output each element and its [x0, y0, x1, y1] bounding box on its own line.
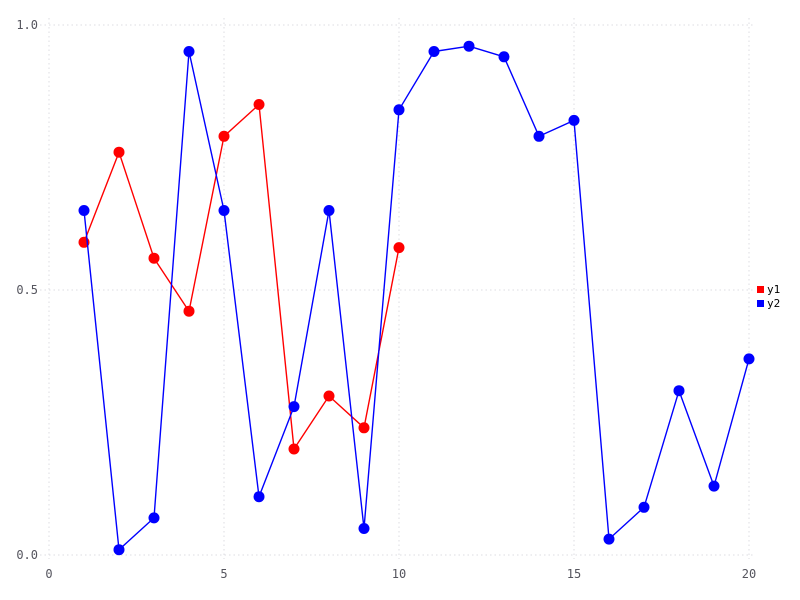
- legend: y1 y2: [757, 283, 780, 310]
- y-tick-label: 1.0: [16, 18, 38, 32]
- data-point-y2: [708, 480, 720, 492]
- data-point-y2: [638, 501, 650, 513]
- data-point-y2: [288, 401, 300, 413]
- data-point-y2: [323, 205, 335, 216]
- data-point-y2: [568, 114, 580, 126]
- data-point-y2: [183, 46, 195, 57]
- data-point-y2: [533, 130, 545, 142]
- data-point-y1: [358, 422, 370, 434]
- data-point-y2: [393, 104, 405, 116]
- data-point-y2: [78, 205, 90, 216]
- data-point-y1: [218, 130, 230, 142]
- y-tick-label: 0.5: [16, 283, 38, 297]
- data-point-y1: [183, 305, 195, 317]
- x-tick-label: 15: [567, 567, 581, 581]
- series-line-y1: [83, 103, 400, 450]
- data-point-y2: [603, 533, 615, 545]
- legend-swatch-y2: [757, 300, 764, 307]
- legend-label-y2: y2: [767, 297, 781, 310]
- x-tick-label: 10: [392, 567, 406, 581]
- data-point-y1: [288, 443, 300, 455]
- data-point-y2: [743, 353, 755, 365]
- data-point-y1: [113, 146, 125, 158]
- data-point-y2: [673, 385, 685, 397]
- data-point-y1: [393, 242, 405, 254]
- y-tick-label: 0.0: [16, 548, 38, 562]
- x-tick-label: 5: [220, 567, 227, 581]
- data-point-y1: [148, 252, 160, 264]
- data-point-y2: [463, 40, 475, 52]
- data-point-y2: [428, 46, 440, 57]
- legend-item-y2: y2: [757, 297, 780, 310]
- series-line-y2: [83, 45, 750, 551]
- data-point-y1: [323, 390, 335, 402]
- data-point-y2: [253, 491, 265, 503]
- legend-item-y1: y1: [757, 283, 780, 296]
- data-point-y1: [253, 99, 265, 110]
- x-tick-label: 20: [742, 567, 756, 581]
- legend-label-y1: y1: [767, 283, 781, 296]
- data-point-y2: [148, 512, 160, 524]
- data-point-y2: [498, 51, 510, 63]
- data-point-y2: [358, 523, 370, 534]
- legend-swatch-y1: [757, 286, 764, 293]
- data-point-y2: [218, 205, 230, 216]
- x-tick-label: 0: [45, 567, 52, 581]
- data-point-y2: [113, 544, 125, 556]
